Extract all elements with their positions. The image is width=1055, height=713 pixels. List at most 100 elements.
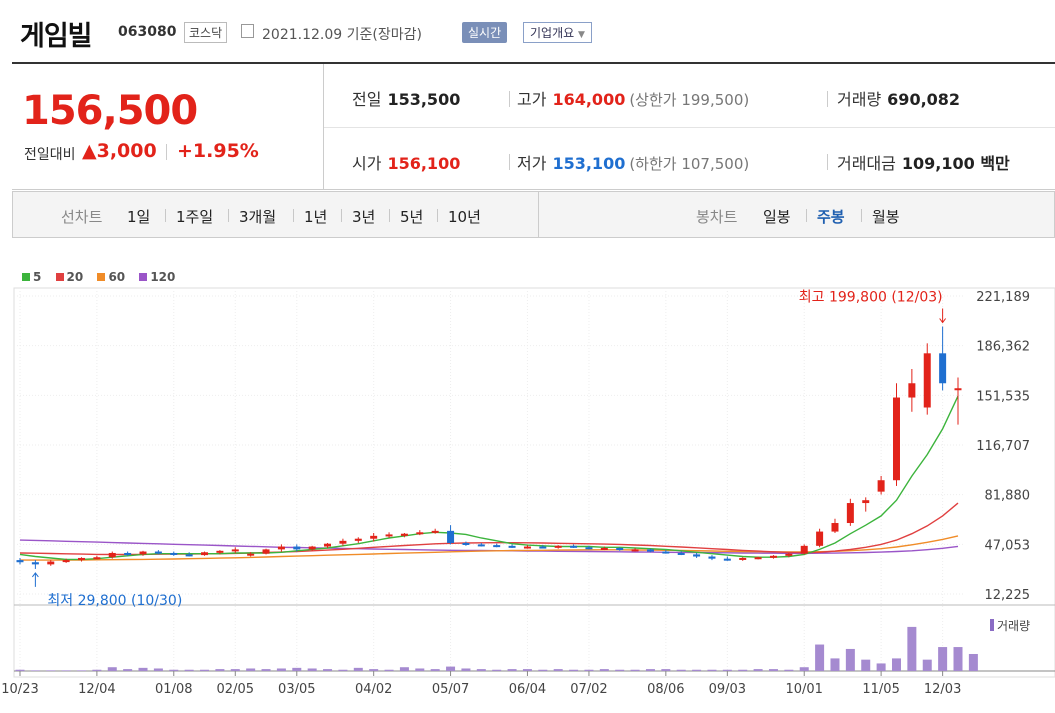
tab-period-1w[interactable]: 1주일 [176, 208, 214, 226]
company-overview-button[interactable]: 기업개요 ▼ [523, 22, 592, 43]
candle-body [477, 544, 485, 547]
tab-candle-monthly[interactable]: 월봉 [872, 208, 900, 226]
volume-bar [630, 669, 640, 671]
tab-candle-daily[interactable]: 일봉 [763, 208, 791, 226]
volume-bar [891, 658, 901, 671]
y-tick-label: 221,189 [976, 290, 1030, 305]
candle-body [939, 353, 947, 384]
volume-bar [384, 669, 394, 671]
candle-body [47, 561, 55, 565]
volume-bar [476, 669, 486, 671]
candle-body [124, 552, 132, 555]
volume-bar [938, 647, 948, 671]
candle-body [508, 545, 516, 548]
candle-body [31, 562, 39, 565]
volume-bar [968, 653, 978, 671]
current-price: 156,500 [22, 88, 198, 134]
candle-body [631, 549, 639, 552]
tab-period-5y[interactable]: 5년 [400, 208, 424, 226]
tab-period-3y[interactable]: 3년 [352, 208, 376, 226]
candle-body [693, 554, 701, 557]
candle-body [447, 530, 455, 543]
volume-bar [538, 669, 548, 671]
candle-body [754, 557, 762, 560]
divider [827, 91, 828, 107]
candle-body [462, 542, 470, 545]
tab-period-1y[interactable]: 1년 [304, 208, 328, 226]
quote-date: 2021.12.09 기준(장마감) [262, 27, 422, 43]
tab-period-10y[interactable]: 10년 [448, 208, 481, 226]
volume-bar [230, 669, 240, 671]
tab-period-3m[interactable]: 3개월 [239, 208, 277, 226]
candle-body [201, 552, 209, 556]
ma-legend: 5 20 60 120 [22, 270, 185, 284]
company-overview-label: 기업개요 [530, 26, 575, 40]
volume-bar [692, 669, 702, 671]
candle-body [600, 547, 608, 550]
candle-body [908, 383, 916, 398]
x-tick-label: 03/05 [278, 682, 315, 697]
volume-bar [369, 669, 379, 671]
candle-body [93, 557, 101, 560]
divider [165, 209, 166, 222]
lower-limit: (하한가 107,500) [629, 155, 750, 173]
volume-bar [922, 659, 932, 671]
legend-ma20: 20 [55, 270, 83, 284]
volume-bar [61, 670, 71, 671]
line-chart-label: 선차트 [61, 208, 103, 226]
candle-body [277, 546, 285, 550]
y-tick-label: 47,053 [985, 538, 1031, 553]
volume-bar [722, 669, 732, 671]
volume-bar [430, 669, 440, 671]
stock-code: 063080 [118, 24, 177, 40]
prev-close-value: 153,500 [387, 90, 461, 109]
candle-body [539, 546, 547, 549]
volume-bar [876, 663, 886, 671]
candle-body [877, 480, 885, 492]
volume-bar [815, 644, 825, 671]
x-tick-label: 08/06 [647, 682, 684, 697]
volume-bar [415, 668, 425, 671]
volume-bar [553, 669, 563, 671]
candle-body [800, 545, 808, 554]
divider [324, 127, 1055, 128]
candle-body [339, 540, 347, 544]
volume-bar [30, 670, 40, 671]
realtime-button[interactable]: 실시간 [462, 22, 508, 43]
ma20-line [19, 502, 959, 556]
candle-body [523, 546, 531, 549]
volume-bar [738, 669, 748, 671]
candle-body [816, 531, 824, 546]
trade-amount: 거래대금 109,100 백만 [837, 150, 1010, 174]
y-tick-label: 116,707 [976, 439, 1030, 454]
down-arrow-icon [939, 308, 947, 324]
divider [509, 154, 510, 170]
volume-bar [399, 667, 409, 671]
high-label: 고가 [517, 90, 547, 109]
candle-body [416, 532, 424, 535]
candle-body [231, 549, 239, 552]
candle-body [723, 558, 731, 561]
candle-body [785, 553, 793, 556]
volume-bar [645, 669, 655, 671]
x-tick-label: 04/02 [355, 682, 392, 697]
volume-bar [522, 669, 532, 671]
volume-bar [169, 669, 179, 671]
tab-candle-weekly[interactable]: 주봉 [817, 208, 845, 226]
x-tick-label: 06/04 [509, 682, 546, 697]
volume-bar [599, 669, 609, 671]
volume-bar [338, 669, 348, 671]
volume-bar [276, 668, 286, 671]
x-tick-label: 12/04 [78, 682, 115, 697]
divider [861, 209, 862, 222]
market-badge: 코스닥 [184, 22, 228, 43]
divider [293, 209, 294, 222]
candle-body [62, 560, 70, 563]
candle-body [262, 549, 270, 554]
candle-body [78, 557, 86, 561]
amount-value: 109,100 백만 [901, 154, 1010, 173]
candle-body [370, 535, 378, 539]
tab-period-1d[interactable]: 1일 [127, 208, 151, 226]
volume-bar [292, 667, 302, 671]
